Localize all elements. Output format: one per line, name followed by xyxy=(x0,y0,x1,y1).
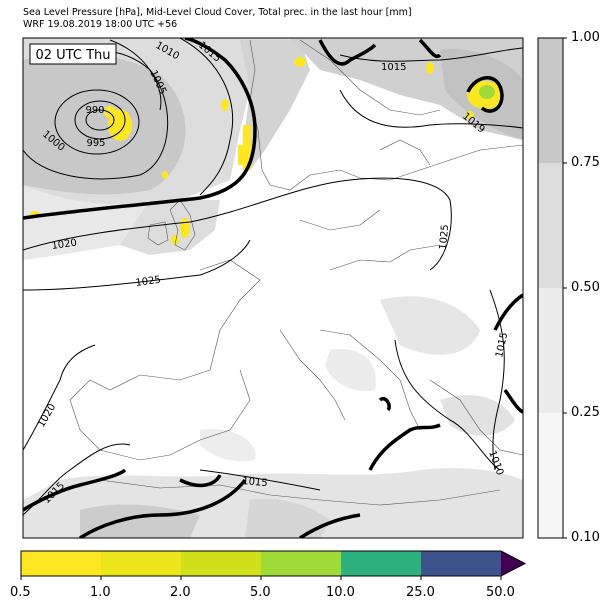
precip-bin-1 xyxy=(21,551,101,576)
precip-tick-label: 0.5 xyxy=(10,585,31,600)
cloud-colorbar xyxy=(537,37,567,539)
precip-tick-label: 5.0 xyxy=(250,585,271,600)
isobars xyxy=(23,38,523,516)
precip-bin-6 xyxy=(421,551,501,576)
valid-time-label: 02 UTC Thu xyxy=(36,48,111,63)
isobar-label: 1015 xyxy=(381,62,406,73)
thick-contours xyxy=(23,38,523,538)
precip-bin-5 xyxy=(341,551,421,576)
cloud-tick-label: 0.10 xyxy=(571,530,600,545)
isobar-label: 1025 xyxy=(438,224,451,250)
coastlines xyxy=(69,39,523,506)
cloud-bin-1 xyxy=(538,38,563,163)
precip-tick-label: 10.0 xyxy=(326,585,355,600)
precipitation-layer xyxy=(30,57,503,245)
low-center-label-inner: 995 xyxy=(86,138,105,149)
chart-title-line1: Sea Level Pressure [hPa], Mid-Level Clou… xyxy=(23,7,412,18)
isobar-label: 1025 xyxy=(135,275,162,289)
cloud-bin-4 xyxy=(538,413,563,538)
chart-title-line2: WRF 19.08.2019 18:00 UTC +56 xyxy=(23,19,178,30)
map-frame xyxy=(22,37,524,539)
precip-tick-label: 2.0 xyxy=(170,585,191,600)
valid-time-box: 02 UTC Thu xyxy=(29,43,117,65)
precip-extend-arrow xyxy=(501,551,525,576)
isobar-label: 1015 xyxy=(494,331,510,358)
low-center-label-outer: 990 xyxy=(85,105,104,116)
precip-colorbar xyxy=(20,550,527,580)
precip-tick-label: 1.0 xyxy=(90,585,111,600)
isobar-label: 1020 xyxy=(51,238,78,252)
precip-bin-4 xyxy=(261,551,341,576)
cloud-tick-label: 1.00 xyxy=(571,30,600,45)
precip-tick-label: 25.0 xyxy=(406,585,435,600)
precip-tick-label: 50.0 xyxy=(486,585,515,600)
cloud-tick-label: 0.50 xyxy=(571,280,600,295)
precip-bin-2 xyxy=(101,551,181,576)
cloud-bin-3 xyxy=(538,288,563,413)
precip-core xyxy=(479,85,495,99)
cloud-tick-label: 0.75 xyxy=(571,155,600,170)
cloud-cover-layer xyxy=(23,38,523,538)
isobar-label: 1015 xyxy=(242,476,268,489)
precip-bin-3 xyxy=(181,551,261,576)
cloud-bin-2 xyxy=(538,163,563,288)
cloud-tick-label: 0.25 xyxy=(571,405,600,420)
